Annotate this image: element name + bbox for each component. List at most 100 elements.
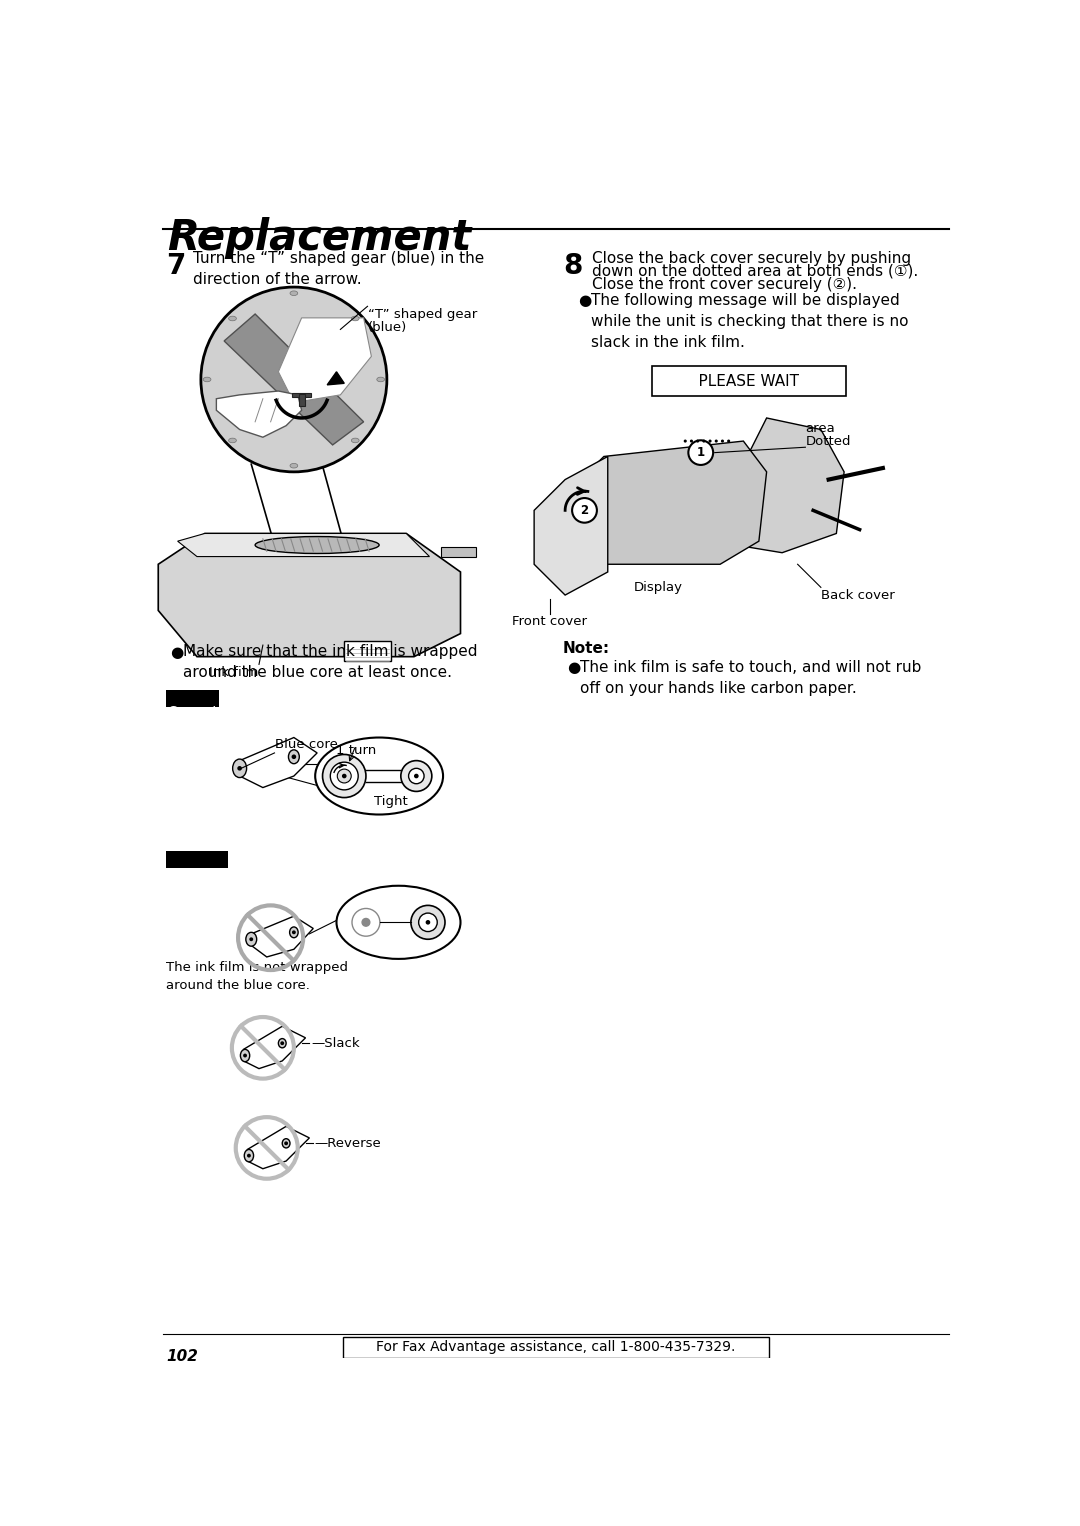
Polygon shape [581,441,767,565]
Ellipse shape [203,377,211,382]
Circle shape [419,913,437,931]
Ellipse shape [289,926,298,937]
Ellipse shape [229,438,237,443]
Text: area: area [806,421,835,435]
Circle shape [330,761,359,790]
Circle shape [284,1141,288,1144]
Circle shape [684,439,687,443]
Text: ●: ● [170,645,184,661]
Text: Close the back cover securely by pushing: Close the back cover securely by pushing [592,250,912,266]
Ellipse shape [288,749,299,763]
Circle shape [249,937,253,942]
Bar [345,641,391,661]
Ellipse shape [246,932,257,946]
Ellipse shape [315,737,443,815]
Polygon shape [252,916,313,957]
Text: 2: 2 [580,504,589,517]
Text: PLEASE WAIT: PLEASE WAIT [679,374,819,389]
Text: ●: ● [567,659,580,674]
Circle shape [697,439,699,443]
Ellipse shape [351,438,360,443]
Circle shape [201,287,387,472]
Text: —Slack: —Slack [311,1036,360,1050]
Polygon shape [720,418,845,552]
Text: Turn the “T” shaped gear (blue) in the
direction of the arrow.: Turn the “T” shaped gear (blue) in the d… [193,250,484,287]
Circle shape [247,1154,251,1158]
Circle shape [401,760,432,792]
Bar [293,392,311,397]
Text: Front cover: Front cover [512,615,588,629]
Text: Close the front cover securely (②).: Close the front cover securely (②). [592,278,858,291]
Text: 8: 8 [563,252,582,281]
Text: Correct: Correct [167,705,218,719]
Circle shape [572,497,597,523]
Bar [166,690,218,707]
Circle shape [292,931,296,934]
Circle shape [708,439,712,443]
Text: ●: ● [578,293,592,308]
Circle shape [426,920,430,925]
Circle shape [408,768,424,784]
Text: Dotted: Dotted [806,435,851,449]
Polygon shape [247,1126,309,1169]
Polygon shape [243,1027,306,1068]
Text: Ink film: Ink film [208,665,258,679]
Ellipse shape [255,537,379,554]
Text: Make sure that the ink film is wrapped
around the blue core at least once.: Make sure that the ink film is wrapped a… [183,644,477,681]
Polygon shape [327,372,345,385]
Circle shape [362,919,369,926]
Ellipse shape [337,885,460,958]
Text: down on the dotted area at both ends (①).: down on the dotted area at both ends (①)… [592,264,918,279]
Bar [342,1337,769,1358]
Circle shape [715,439,718,443]
Polygon shape [225,314,364,446]
Circle shape [702,439,705,443]
Text: The ink film is safe to touch, and will not rub
off on your hands like carbon pa: The ink film is safe to touch, and will … [580,659,921,696]
Text: Tight: Tight [374,795,407,809]
Circle shape [281,1041,284,1045]
Circle shape [243,1053,247,1058]
Text: 1 turn: 1 turn [336,743,376,757]
Text: (blue): (blue) [368,320,407,334]
Ellipse shape [279,1039,286,1048]
Text: 102: 102 [166,1349,198,1364]
Circle shape [727,439,730,443]
Text: Note:: Note: [563,641,610,656]
Circle shape [690,439,693,443]
Circle shape [352,908,380,935]
Text: Replacement: Replacement [167,217,472,259]
Text: “T” shaped gear: “T” shaped gear [368,308,477,320]
Circle shape [414,774,419,778]
Circle shape [342,774,347,778]
Polygon shape [240,737,318,787]
Polygon shape [535,456,608,595]
Text: 7: 7 [166,252,186,281]
Circle shape [410,905,445,940]
Bar [441,548,476,557]
Ellipse shape [351,316,360,320]
Text: Display: Display [634,581,683,594]
Circle shape [721,439,724,443]
Circle shape [688,441,713,465]
Ellipse shape [282,1138,291,1148]
Text: Back cover: Back cover [821,589,894,601]
Ellipse shape [377,377,384,382]
Text: 1: 1 [697,446,705,459]
Text: Incorrect: Incorrect [166,867,228,881]
Bar [298,394,305,406]
Bar [652,366,846,395]
Polygon shape [159,534,460,656]
Text: The following message will be displayed
while the unit is checking that there is: The following message will be displayed … [592,293,909,351]
Polygon shape [177,534,430,557]
Ellipse shape [291,464,298,468]
Circle shape [337,769,351,783]
Ellipse shape [232,758,246,778]
Text: The ink film is not wrapped
around the blue core.: The ink film is not wrapped around the b… [166,961,348,992]
Ellipse shape [229,316,237,320]
Circle shape [292,754,296,758]
Text: —Reverse: —Reverse [314,1137,381,1149]
Ellipse shape [241,1050,249,1062]
Circle shape [323,754,366,798]
Circle shape [238,766,242,771]
Text: For Fax Advantage assistance, call 1-800-435-7329.: For Fax Advantage assistance, call 1-800… [376,1340,735,1355]
